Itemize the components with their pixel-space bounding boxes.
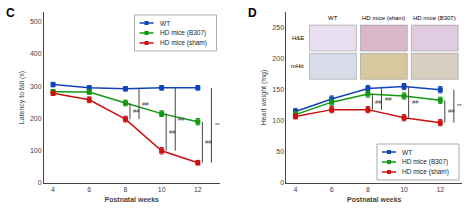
svg-text:0: 0 [38, 179, 42, 186]
svg-text:4: 4 [294, 186, 298, 193]
svg-text:200: 200 [30, 115, 42, 122]
svg-text:HD mice (sham): HD mice (sham) [402, 168, 449, 176]
svg-text:WT: WT [160, 20, 170, 27]
svg-text:HD mice (B307): HD mice (B307) [160, 29, 206, 37]
svg-text:4: 4 [51, 186, 55, 193]
svg-text:Postnatal weeks: Postnatal weeks [105, 196, 160, 203]
svg-text:**: ** [457, 103, 462, 109]
svg-text:##: ## [169, 129, 176, 135]
svg-text:HD mice (sham): HD mice (sham) [160, 39, 207, 47]
svg-text:**: ** [215, 122, 220, 128]
svg-text:Postnatal weeks: Postnatal weeks [347, 196, 402, 203]
svg-text:12: 12 [194, 186, 202, 193]
svg-text:##: ## [142, 101, 149, 107]
svg-text:200: 200 [272, 55, 284, 62]
svg-text:##: ## [178, 116, 185, 122]
svg-text:##: ## [133, 108, 140, 114]
svg-text:##: ## [448, 108, 455, 114]
svg-text:C: C [6, 6, 15, 20]
svg-text:Heart weight (mg): Heart weight (mg) [260, 70, 268, 126]
svg-text:8: 8 [366, 186, 370, 193]
svg-text:150: 150 [272, 86, 284, 93]
svg-text:WT: WT [328, 15, 338, 21]
svg-text:300: 300 [30, 83, 42, 90]
svg-text:Latency to fall (s): Latency to fall (s) [18, 71, 26, 124]
svg-text:100: 100 [272, 117, 284, 124]
svg-text:D: D [248, 6, 257, 20]
svg-text:500: 500 [30, 18, 42, 25]
svg-text:400: 400 [30, 50, 42, 57]
svg-text:HD mice (B307): HD mice (B307) [402, 158, 448, 166]
svg-text:12: 12 [436, 186, 444, 193]
svg-text:mHtt: mHtt [291, 63, 304, 69]
svg-text:10: 10 [158, 186, 166, 193]
svg-text:250: 250 [272, 24, 284, 31]
svg-text:HD mice (sham): HD mice (sham) [362, 15, 405, 21]
svg-text:H&E: H&E [292, 35, 304, 41]
svg-text:10: 10 [400, 186, 408, 193]
svg-text:100: 100 [30, 147, 42, 154]
svg-text:HD mice (B307): HD mice (B307) [413, 15, 456, 21]
svg-text:6: 6 [87, 186, 91, 193]
svg-text:WT: WT [402, 149, 412, 156]
svg-text:6: 6 [330, 186, 334, 193]
svg-text:0: 0 [280, 179, 284, 186]
svg-text:##: ## [412, 99, 419, 105]
svg-text:##: ## [375, 99, 382, 105]
svg-text:8: 8 [123, 186, 127, 193]
svg-text:50: 50 [276, 148, 284, 155]
svg-text:##: ## [205, 139, 212, 145]
svg-text:##: ## [385, 96, 392, 102]
